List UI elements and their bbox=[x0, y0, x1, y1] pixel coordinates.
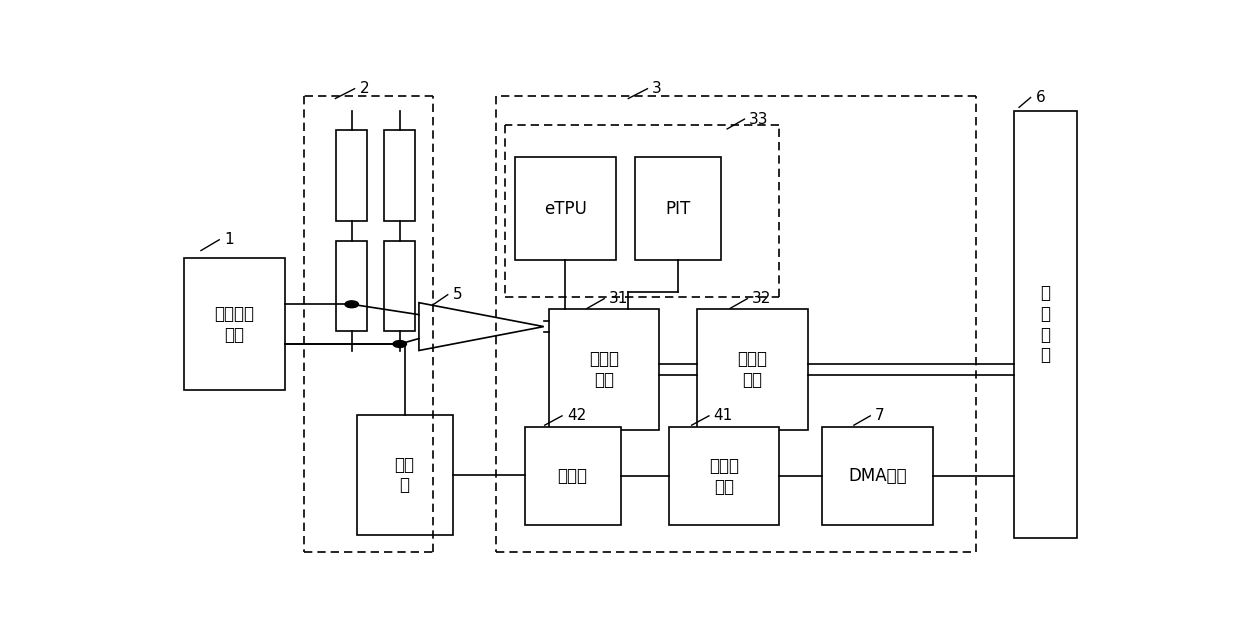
Text: 42: 42 bbox=[566, 408, 586, 424]
Bar bbox=[336, 241, 367, 331]
Circle shape bbox=[344, 301, 358, 308]
Bar bbox=[698, 310, 808, 429]
Text: 2: 2 bbox=[359, 81, 369, 96]
Text: 1: 1 bbox=[224, 233, 234, 247]
Bar bbox=[336, 131, 367, 221]
Text: PIT: PIT bbox=[665, 200, 691, 218]
Bar bbox=[384, 241, 415, 331]
Bar bbox=[524, 427, 621, 526]
Bar bbox=[823, 427, 933, 526]
Text: eTPU: eTPU bbox=[544, 200, 587, 218]
Bar bbox=[549, 310, 659, 429]
Text: 32: 32 bbox=[752, 291, 772, 306]
Bar bbox=[357, 415, 452, 535]
Text: 6: 6 bbox=[1036, 90, 1046, 105]
Bar bbox=[669, 427, 779, 526]
Text: 缓
存
模
块: 缓 存 模 块 bbox=[1041, 284, 1051, 364]
Bar bbox=[183, 258, 285, 390]
Text: 3: 3 bbox=[652, 81, 662, 96]
Circle shape bbox=[393, 341, 406, 347]
Bar bbox=[515, 157, 616, 261]
Text: 31: 31 bbox=[610, 291, 628, 306]
Text: 带通滤
波器: 带通滤 波器 bbox=[709, 457, 738, 496]
Text: 积分器: 积分器 bbox=[558, 467, 587, 485]
Text: 7: 7 bbox=[875, 408, 885, 424]
Text: 33: 33 bbox=[750, 111, 768, 127]
Text: 低通滤
波器: 低通滤 波器 bbox=[737, 350, 768, 389]
Text: 信号采集
模块: 信号采集 模块 bbox=[214, 304, 254, 343]
Text: 41: 41 bbox=[714, 408, 733, 424]
Text: 模数转
换器: 模数转 换器 bbox=[589, 350, 618, 389]
Text: DMA模块: DMA模块 bbox=[849, 467, 907, 485]
Text: 5: 5 bbox=[452, 287, 462, 302]
Text: 主芯
片: 主芯 片 bbox=[394, 455, 415, 494]
Bar bbox=[1015, 111, 1077, 538]
Bar bbox=[384, 131, 415, 221]
Bar bbox=[636, 157, 721, 261]
